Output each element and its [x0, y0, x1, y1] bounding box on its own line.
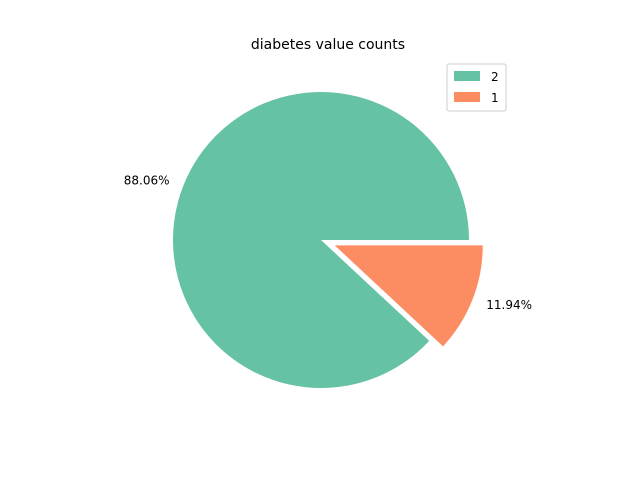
chart-legend: 2 1 [446, 63, 507, 112]
legend-swatch-2 [454, 71, 480, 81]
legend-label-2: 2 [491, 70, 499, 84]
pie-percent-labels: 88.06% 11.94% [124, 173, 532, 312]
pie-percent-label-1: 11.94% [486, 298, 532, 312]
chart-title: diabetes value counts [251, 37, 405, 53]
pie-percent-label-2: 88.06% [124, 173, 170, 187]
legend-label-1: 1 [491, 91, 499, 105]
legend-swatch-1 [454, 92, 480, 102]
pie-slice-2 [173, 92, 469, 389]
pie-slices [173, 92, 483, 389]
pie-slice-1 [334, 245, 483, 347]
